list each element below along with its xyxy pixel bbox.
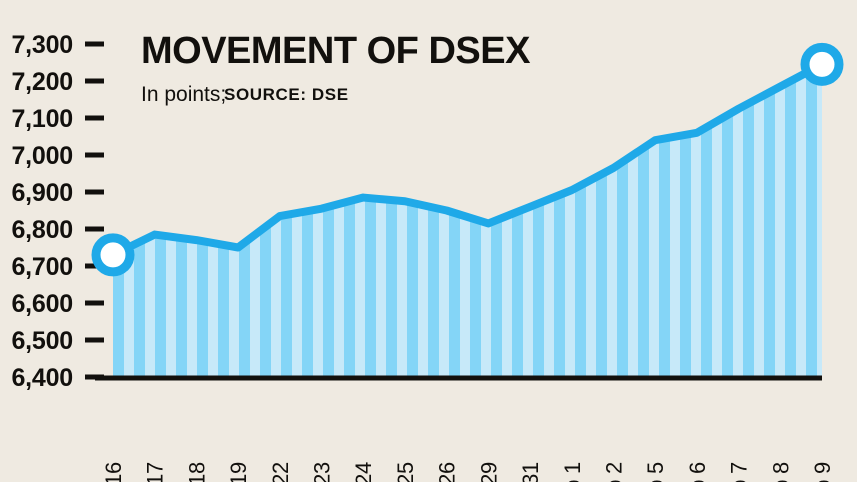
data-point-markers	[91, 42, 844, 277]
x-axis-label: Sep 7	[727, 462, 752, 482]
x-axis-label: Aug 25	[393, 462, 418, 482]
y-axis-label: 6,600	[11, 290, 73, 318]
x-axis-label: Aug 17	[143, 462, 168, 482]
x-axis-label: Aug 26	[435, 462, 460, 482]
x-axis-label: Sep 2	[601, 462, 626, 482]
x-axis-label: Aug 23	[310, 462, 335, 482]
y-axis-label: 6,400	[11, 364, 73, 392]
y-axis-labels: 7,300 7,200 7,100 7,000 6,900 6,800 6,700 6,600…	[11, 31, 73, 392]
y-axis-label: 7,200	[11, 68, 73, 96]
x-axis-label: Aug 24	[351, 462, 376, 482]
chart-subtitle-units: In points;	[141, 83, 226, 106]
chart-title: MOVEMENT OF DSEX	[141, 30, 531, 72]
data-point-marker	[91, 233, 135, 277]
x-axis-labels: Aug 16 Aug 17 Aug 18 Aug 19 Aug 22 Aug 23 Aug …	[101, 462, 835, 482]
y-axis-label: 6,700	[11, 253, 73, 281]
x-axis-label: Sep 9	[810, 462, 835, 482]
y-axis-label: 6,500	[11, 327, 73, 355]
x-axis-label: Aug 19	[226, 462, 251, 482]
x-axis-label: Sep 6	[685, 462, 710, 482]
x-axis-label: Aug 22	[268, 462, 293, 482]
y-axis-label: 6,800	[11, 216, 73, 244]
y-axis-label: 7,100	[11, 105, 73, 133]
y-axis-label: 7,300	[11, 31, 73, 59]
x-axis-label: Aug 16	[101, 462, 126, 482]
x-axis-label: Aug 31	[518, 462, 543, 482]
x-axis-label: Sep 1	[560, 462, 585, 482]
x-axis-label: Sep 5	[643, 462, 668, 482]
x-axis-label: Aug 18	[184, 462, 209, 482]
data-line	[109, 60, 826, 259]
chart-subtitle-source: SOURCE: DSE	[224, 85, 349, 104]
x-axis-label: Aug 29	[476, 462, 501, 482]
x-axis-label: Sep 8	[768, 462, 793, 482]
data-point-marker	[800, 42, 844, 86]
y-axis-label: 6,900	[11, 179, 73, 207]
y-axis-label: 7,000	[11, 142, 73, 170]
